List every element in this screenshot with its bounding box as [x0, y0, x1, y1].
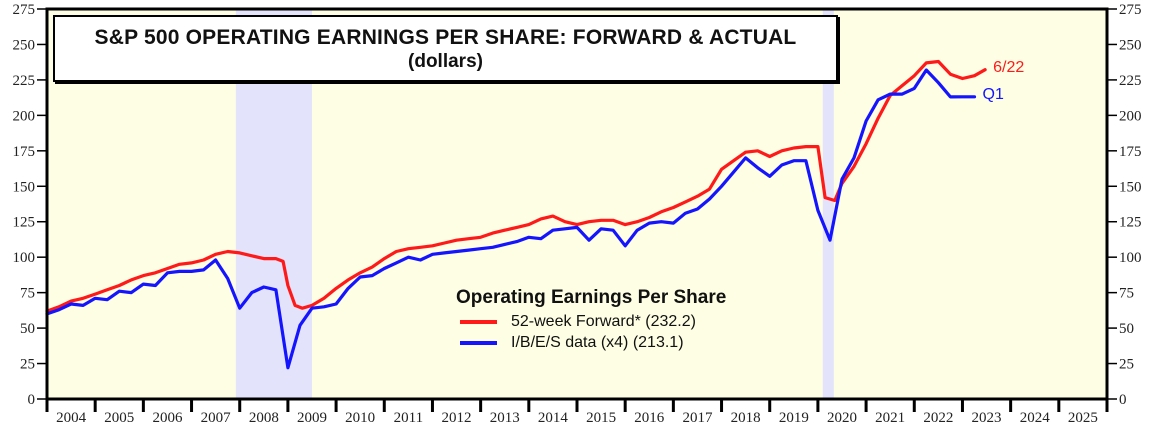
y-tick-label: 225: [1119, 73, 1142, 89]
x-axis: 2004 2005 2006 2007 2008 2009 2010 2011 2012 2013…: [45, 399, 1109, 426]
y-tick-label: 100: [13, 250, 36, 266]
series-lines: [45, 59, 987, 370]
chart-title-box: S&P 500 OPERATING EARNINGS PER SHARE: FO…: [53, 15, 838, 82]
y-tick-label: 150: [1119, 179, 1142, 195]
y-tick-label: 250: [13, 37, 36, 53]
x-tick-label: 2010: [345, 410, 375, 426]
legend-swatch-actual: [460, 340, 497, 345]
x-tick-label: 2025: [1068, 410, 1098, 426]
y-tick-label: 125: [1119, 215, 1142, 231]
y-tick-label: 100: [1119, 250, 1142, 266]
recession-band: [822, 9, 834, 399]
x-tick-label: 2016: [634, 410, 665, 426]
y-axis-left: 0 25 50 75 100 125 150 175 200 225 250 275: [13, 2, 47, 408]
x-tick-label: 2007: [201, 410, 232, 426]
x-tick-label: 2022: [923, 410, 953, 426]
x-tick-label: 2004: [56, 410, 87, 426]
x-tick-label: 2018: [731, 410, 761, 426]
x-tick-label: 2008: [249, 410, 279, 426]
legend-title: Operating Earnings Per Share: [456, 287, 727, 308]
y-tick-label: 250: [1119, 37, 1142, 53]
legend-label-actual: I/B/E/S data (x4) (213.1): [511, 333, 684, 351]
x-tick-label: 2017: [682, 410, 713, 426]
legend-swatch-forward: [460, 319, 497, 324]
x-tick-label: 2024: [1020, 410, 1051, 426]
x-tick-label: 2015: [586, 410, 616, 426]
y-tick-label: 25: [1119, 357, 1134, 373]
x-tick-label: 2020: [827, 410, 857, 426]
y-tick-label: 175: [1119, 144, 1142, 160]
y-tick-label: 150: [13, 179, 36, 195]
actual-eps-line: [45, 68, 977, 370]
x-tick-label: 2014: [538, 410, 569, 426]
x-tick-label: 2012: [442, 410, 472, 426]
y-tick-label: 50: [20, 321, 35, 337]
x-tick-label: 2006: [152, 410, 183, 426]
legend: Operating Earnings Per Share 52-week For…: [456, 287, 726, 353]
y-tick-label: 50: [1119, 321, 1134, 337]
y-tick-label: 0: [28, 392, 36, 408]
y-tick-label: 25: [20, 357, 35, 373]
y-tick-label: 200: [13, 108, 36, 124]
y-tick-label: 0: [1119, 392, 1127, 408]
y-tick-label: 225: [13, 73, 36, 89]
x-tick-label: 2009: [297, 410, 327, 426]
chart-subtitle: (dollars): [408, 51, 483, 72]
y-tick-label: 200: [1119, 108, 1142, 124]
y-tick-label: 75: [1119, 286, 1134, 302]
chart-title: S&P 500 OPERATING EARNINGS PER SHARE: FO…: [94, 26, 797, 49]
x-tick-label: 2021: [875, 410, 905, 426]
legend-item-forward: 52-week Forward* (232.2): [460, 311, 726, 332]
legend-item-actual: I/B/E/S data (x4) (213.1): [460, 332, 726, 353]
y-tick-label: 175: [13, 144, 36, 160]
y-tick-label: 275: [1119, 2, 1142, 18]
x-tick-label: 2005: [104, 410, 134, 426]
x-tick-label: 2011: [394, 410, 423, 426]
forward-end-label: 6/22: [993, 58, 1025, 76]
y-tick-label: 125: [13, 215, 36, 231]
x-tick-label: 2023: [972, 410, 1002, 426]
x-tick-label: 2019: [779, 410, 809, 426]
legend-label-forward: 52-week Forward* (232.2): [511, 312, 696, 330]
y-tick-label: 75: [20, 286, 35, 302]
y-tick-label: 275: [13, 2, 36, 18]
x-tick-label: 2013: [490, 410, 520, 426]
y-axis-right: 0 25 50 75 100 125 150 175 200 225 250 275: [1107, 2, 1142, 408]
actual-end-label: Q1: [982, 85, 1004, 103]
forward-eps-line: [45, 59, 987, 313]
